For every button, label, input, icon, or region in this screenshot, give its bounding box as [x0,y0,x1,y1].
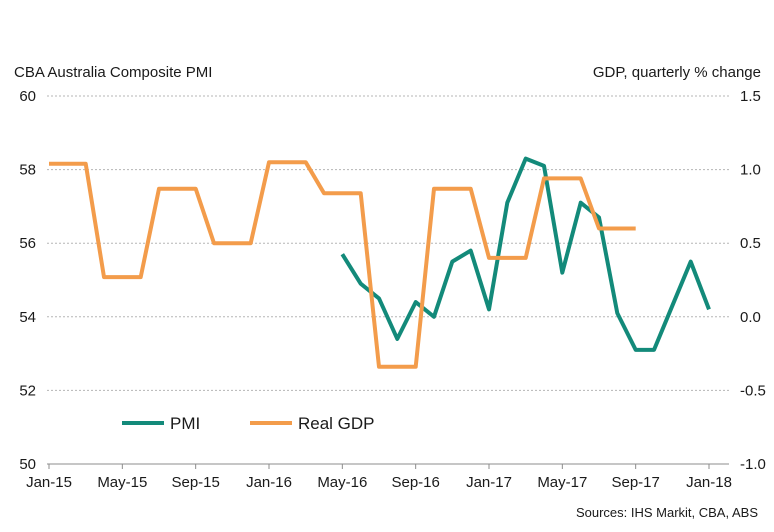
y-right-tick-label: 1.0 [740,162,761,179]
y-left-tick-label: 52 [19,382,36,399]
y-right-tick-label: 0.5 [740,235,761,252]
y-right-tick-label: -0.5 [740,382,766,399]
series-lines [49,156,711,369]
x-tick-label: Jan-16 [246,474,292,491]
x-tick-label: May-15 [97,474,147,491]
y-left-tick-label: 60 [19,88,36,105]
axes: 50 52 54 56 58 60 -1.0 -0.5 0.0 0.5 1.0 1.5 Jan-15 Ma… [19,88,766,491]
legend: PMI Real GDP [122,414,375,433]
x-tick-label: Jan-17 [466,474,512,491]
y-left-tick-label: 50 [19,456,36,473]
series-line-pmi [340,156,711,352]
y-right-tick-label: -1.0 [740,456,766,473]
legend-label-real-gdp: Real GDP [298,414,375,433]
x-tick-label: Jan-15 [26,474,72,491]
y-right-tick-label: 0.0 [740,309,761,326]
right-axis-title: GDP, quarterly % change [593,64,761,81]
y-left-tick-label: 56 [19,235,36,252]
x-tick-label: Jan-18 [686,474,732,491]
x-tick-label: May-17 [537,474,587,491]
x-tick-label: Sep-17 [611,474,659,491]
x-tick-label: May-16 [317,474,367,491]
left-axis-title: CBA Australia Composite PMI [14,64,212,81]
grid [47,95,729,391]
legend-label-pmi: PMI [170,414,200,433]
source-note: Sources: IHS Markit, CBA, ABS [576,505,758,520]
series-line-real-gdp [49,160,636,369]
y-left-tick-label: 58 [19,162,36,179]
y-left-tick-label: 54 [19,309,36,326]
x-tick-label: Sep-15 [171,474,219,491]
y-right-tick-label: 1.5 [740,88,761,105]
x-tick-label: Sep-16 [391,474,439,491]
